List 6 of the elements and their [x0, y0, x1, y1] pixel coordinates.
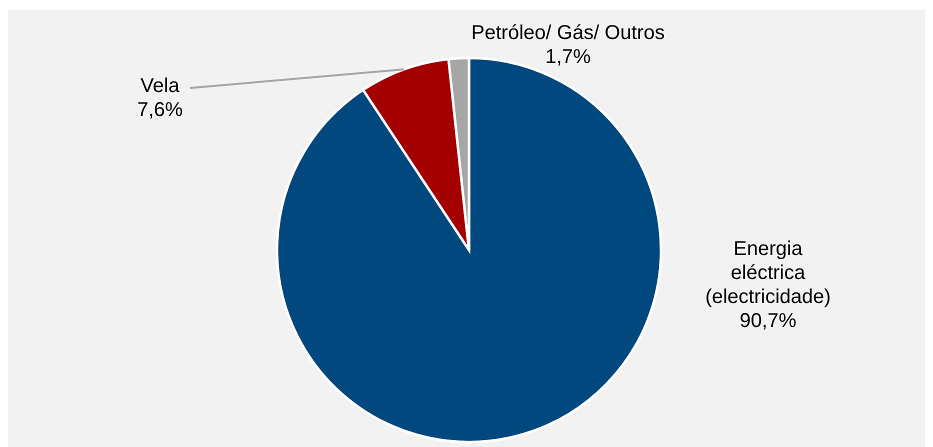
- slice-label: Petróleo/ Gás/ Outros: [471, 22, 665, 44]
- data-label: 7,6%: [137, 99, 184, 121]
- slice-label: Energia eléctrica (electricidade): [705, 238, 831, 308]
- data-label: 90,7%: [740, 310, 797, 332]
- slice-label: Vela: [140, 75, 180, 97]
- data-label: 1,7%: [545, 46, 592, 68]
